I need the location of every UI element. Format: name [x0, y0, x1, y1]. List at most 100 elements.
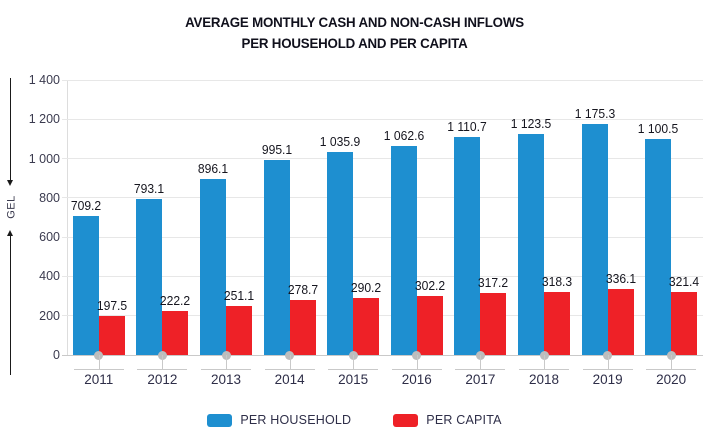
category-marker-line-2018	[519, 369, 569, 370]
legend-label-per-capita: PER CAPITA	[426, 413, 502, 427]
bar-per-household-2016	[390, 146, 417, 355]
category-marker-line-2014	[264, 369, 315, 370]
bar-per-household-2018	[518, 134, 544, 355]
bar-per-capita-2015	[353, 298, 380, 355]
bar-value-label-2019-1: 336.1	[605, 271, 636, 286]
legend-item-per-capita: PER CAPITA	[393, 413, 501, 427]
x-axis-label-2018: 2018	[528, 372, 560, 387]
category-marker-stem-2014	[289, 355, 291, 369]
bar-value-label-2011-1: 197.5	[96, 299, 127, 314]
legend: PER HOUSEHOLD PER CAPITA	[0, 413, 709, 427]
bar-value-label-2012-1: 222.2	[160, 294, 191, 309]
bar-value-label-2014-1: 278.7	[287, 283, 318, 298]
legend-swatch-per-household	[207, 413, 233, 427]
bar-per-household-2012	[136, 199, 163, 355]
y-tick-label-200: 200	[39, 308, 60, 323]
bar-value-label-2012-0: 793.1	[134, 182, 165, 197]
category-marker-line-2012	[137, 369, 188, 370]
category-marker-line-2011	[73, 369, 124, 370]
bar-value-label-2018-1: 318.3	[541, 275, 573, 290]
category-marker-stem-2019	[607, 355, 609, 369]
y-tick-label-600: 600	[39, 230, 60, 245]
y-tick-label-800: 800	[39, 190, 60, 205]
x-axis-label-2011: 2011	[84, 372, 114, 387]
bar-per-capita-2018	[544, 292, 570, 355]
y-axis-arrow-line-top	[10, 78, 11, 180]
bar-per-capita-2013	[226, 305, 252, 355]
x-axis-label-2014: 2014	[274, 372, 305, 387]
gridline-400	[62, 275, 703, 277]
category-marker-stem-2020	[671, 355, 673, 369]
bar-per-capita-2017	[480, 292, 507, 355]
category-marker-line-2020	[646, 369, 697, 370]
bar-per-household-2017	[454, 136, 481, 355]
category-marker-stem-2013	[226, 355, 227, 369]
category-marker-line-2016	[391, 369, 442, 370]
x-axis-label-2019: 2019	[592, 372, 623, 387]
category-marker-stem-2018	[544, 355, 545, 369]
category-marker-line-2017	[455, 369, 506, 370]
gridline-1000	[62, 158, 703, 160]
legend-item-per-household: PER HOUSEHOLD	[207, 413, 351, 427]
x-axis-label-2015: 2015	[338, 372, 369, 387]
y-axis-line	[67, 80, 68, 355]
bar-value-label-2015-0: 1 035.9	[319, 134, 361, 149]
plot-area: 1 400 1 200 1 000 800 600 400 200 0 709.2 197.5 20…	[29, 73, 703, 387]
category-marker-stem-2015	[353, 355, 355, 369]
y-tick-label-0: 0	[53, 348, 60, 362]
bar-per-capita-2016	[416, 295, 443, 355]
y-tick-label-1000: 1 000	[28, 151, 60, 166]
x-axis-label-2012: 2012	[147, 372, 178, 387]
bar-per-capita-2014	[289, 300, 316, 355]
chart-title-line2: PER HOUSEHOLD AND PER CAPITA	[241, 35, 468, 51]
x-axis-label-2020: 2020	[656, 372, 687, 387]
bar-value-label-2016-1: 302.2	[414, 278, 445, 293]
category-marker-stem-2011	[98, 355, 100, 369]
category-marker-line-2013	[201, 369, 251, 370]
bar-value-label-2013-0: 896.1	[197, 161, 229, 176]
bar-per-household-2015	[327, 151, 354, 355]
y-axis-arrow-line-bottom	[10, 236, 11, 375]
y-tick-label-1200: 1 200	[28, 112, 60, 127]
bar-value-label-2020-0: 1 100.5	[637, 121, 679, 136]
bar-per-household-2020	[645, 138, 672, 355]
chart-title-line1: AVERAGE MONTHLY CASH AND NON-CASH INFLOW…	[185, 14, 524, 30]
bar-value-label-2020-1: 321.4	[669, 274, 700, 289]
arrow-down-icon	[7, 180, 13, 186]
gridline-1200	[62, 118, 703, 120]
bar-value-label-2018-0: 1 123.5	[510, 117, 552, 132]
bar-per-capita-2020	[671, 291, 698, 355]
gridline-0	[62, 354, 703, 356]
bar-per-capita-2019	[607, 288, 634, 355]
x-axis-label-2016: 2016	[401, 372, 432, 387]
chart-title: AVERAGE MONTHLY CASH AND NON-CASH INFLOW…	[18, 12, 692, 54]
y-tick-label-400: 400	[39, 269, 60, 284]
category-marker-stem-2012	[162, 355, 164, 369]
legend-label-per-household: PER HOUSEHOLD	[240, 413, 352, 427]
bar-value-label-2014-0: 995.1	[261, 142, 292, 157]
legend-swatch-per-capita	[393, 413, 419, 427]
category-marker-line-2015	[328, 369, 379, 370]
bar-per-household-2011	[72, 215, 99, 355]
bar-value-label-2015-1: 290.2	[351, 280, 382, 295]
gridline-600	[62, 236, 703, 238]
y-axis-unit-label: GEL	[5, 195, 18, 219]
y-tick-label-1400: 1 400	[28, 73, 60, 87]
bar-value-label-2017-0: 1 110.7	[447, 119, 488, 134]
bar-per-capita-2012	[162, 311, 189, 355]
gridline-200	[62, 315, 703, 317]
x-axis-label-2013: 2013	[210, 372, 242, 387]
category-marker-line-2019	[582, 369, 633, 370]
bar-per-capita-2011	[98, 316, 125, 355]
bar-value-label-2016-0: 1 062.6	[383, 129, 425, 144]
gridline-1400	[62, 79, 703, 81]
bar-value-label-2013-1: 251.1	[223, 288, 255, 303]
x-axis-label-2017: 2017	[465, 372, 496, 387]
gridline-800	[62, 197, 703, 199]
bar-per-household-2019	[581, 124, 608, 355]
category-marker-stem-2017	[480, 355, 482, 369]
bar-per-household-2014	[263, 159, 290, 355]
bar-value-label-2019-0: 1 175.3	[574, 107, 615, 122]
arrow-up-icon	[7, 230, 13, 236]
category-marker-stem-2016	[416, 355, 418, 369]
